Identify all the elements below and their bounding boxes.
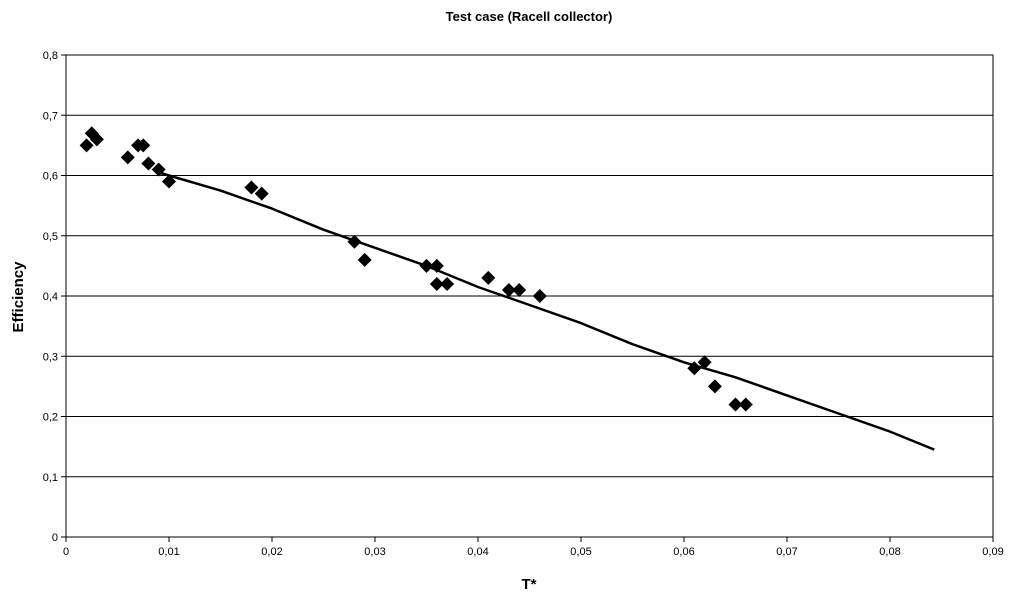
y-tick-label: 0 [52,532,58,544]
x-axis-title: T* [522,576,537,593]
chart-title: Test case (Racell collector) [446,9,613,24]
y-axis-ticks: 0 0,1 0,2 0,3 0,4 0,5 0,6 0,7 0,8 [43,50,66,544]
y-tick-label: 0,1 [43,472,58,484]
y-tick-label: 0,6 [43,171,58,183]
x-tick-label: 0,05 [570,546,591,558]
data-point-marker [120,150,135,165]
x-tick-label: 0,08 [879,546,900,558]
data-point-marker [728,397,743,412]
data-point-marker [440,276,455,291]
data-point-marker [79,138,94,153]
data-point-marker [429,276,444,291]
data-point-marker [532,289,547,303]
x-tick-label: 0,06 [673,546,694,558]
data-point-marker [254,186,269,201]
data-point-marker [136,138,151,153]
data-point-marker [707,379,722,394]
data-point-marker [512,282,527,297]
x-tick-label: 0,09 [982,546,1003,558]
data-point-marker [481,270,496,285]
x-tick-label: 0,04 [467,546,488,558]
data-point-marker [141,156,156,171]
y-tick-label: 0,8 [43,50,58,62]
x-tick-label: 0 [63,546,69,558]
y-tick-label: 0,2 [43,412,58,424]
data-point-marker [697,355,712,370]
x-tick-label: 0,02 [261,546,282,558]
grid [66,54,993,538]
y-tick-label: 0,4 [43,291,58,303]
y-tick-label: 0,7 [43,110,58,122]
trend-line [158,171,935,451]
x-tick-label: 0,07 [776,546,797,558]
x-tick-label: 0,03 [364,546,385,558]
data-point-marker [357,252,372,267]
x-tick-label: 0,01 [158,546,179,558]
data-point-marker [738,397,753,412]
y-tick-label: 0,3 [43,351,58,363]
plot-area [65,54,994,538]
y-tick-label: 0,5 [43,231,58,243]
data-point-marker [89,132,104,147]
data-point-marker [162,174,176,189]
y-axis-title: Efficiency [10,261,27,333]
data-point-marker [501,282,516,297]
x-axis-ticks: 0 0,01 0,02 0,03 0,04 0,05 0,06 0,07 0,08 0,09 [63,537,1004,558]
data-point-marker [244,180,259,195]
